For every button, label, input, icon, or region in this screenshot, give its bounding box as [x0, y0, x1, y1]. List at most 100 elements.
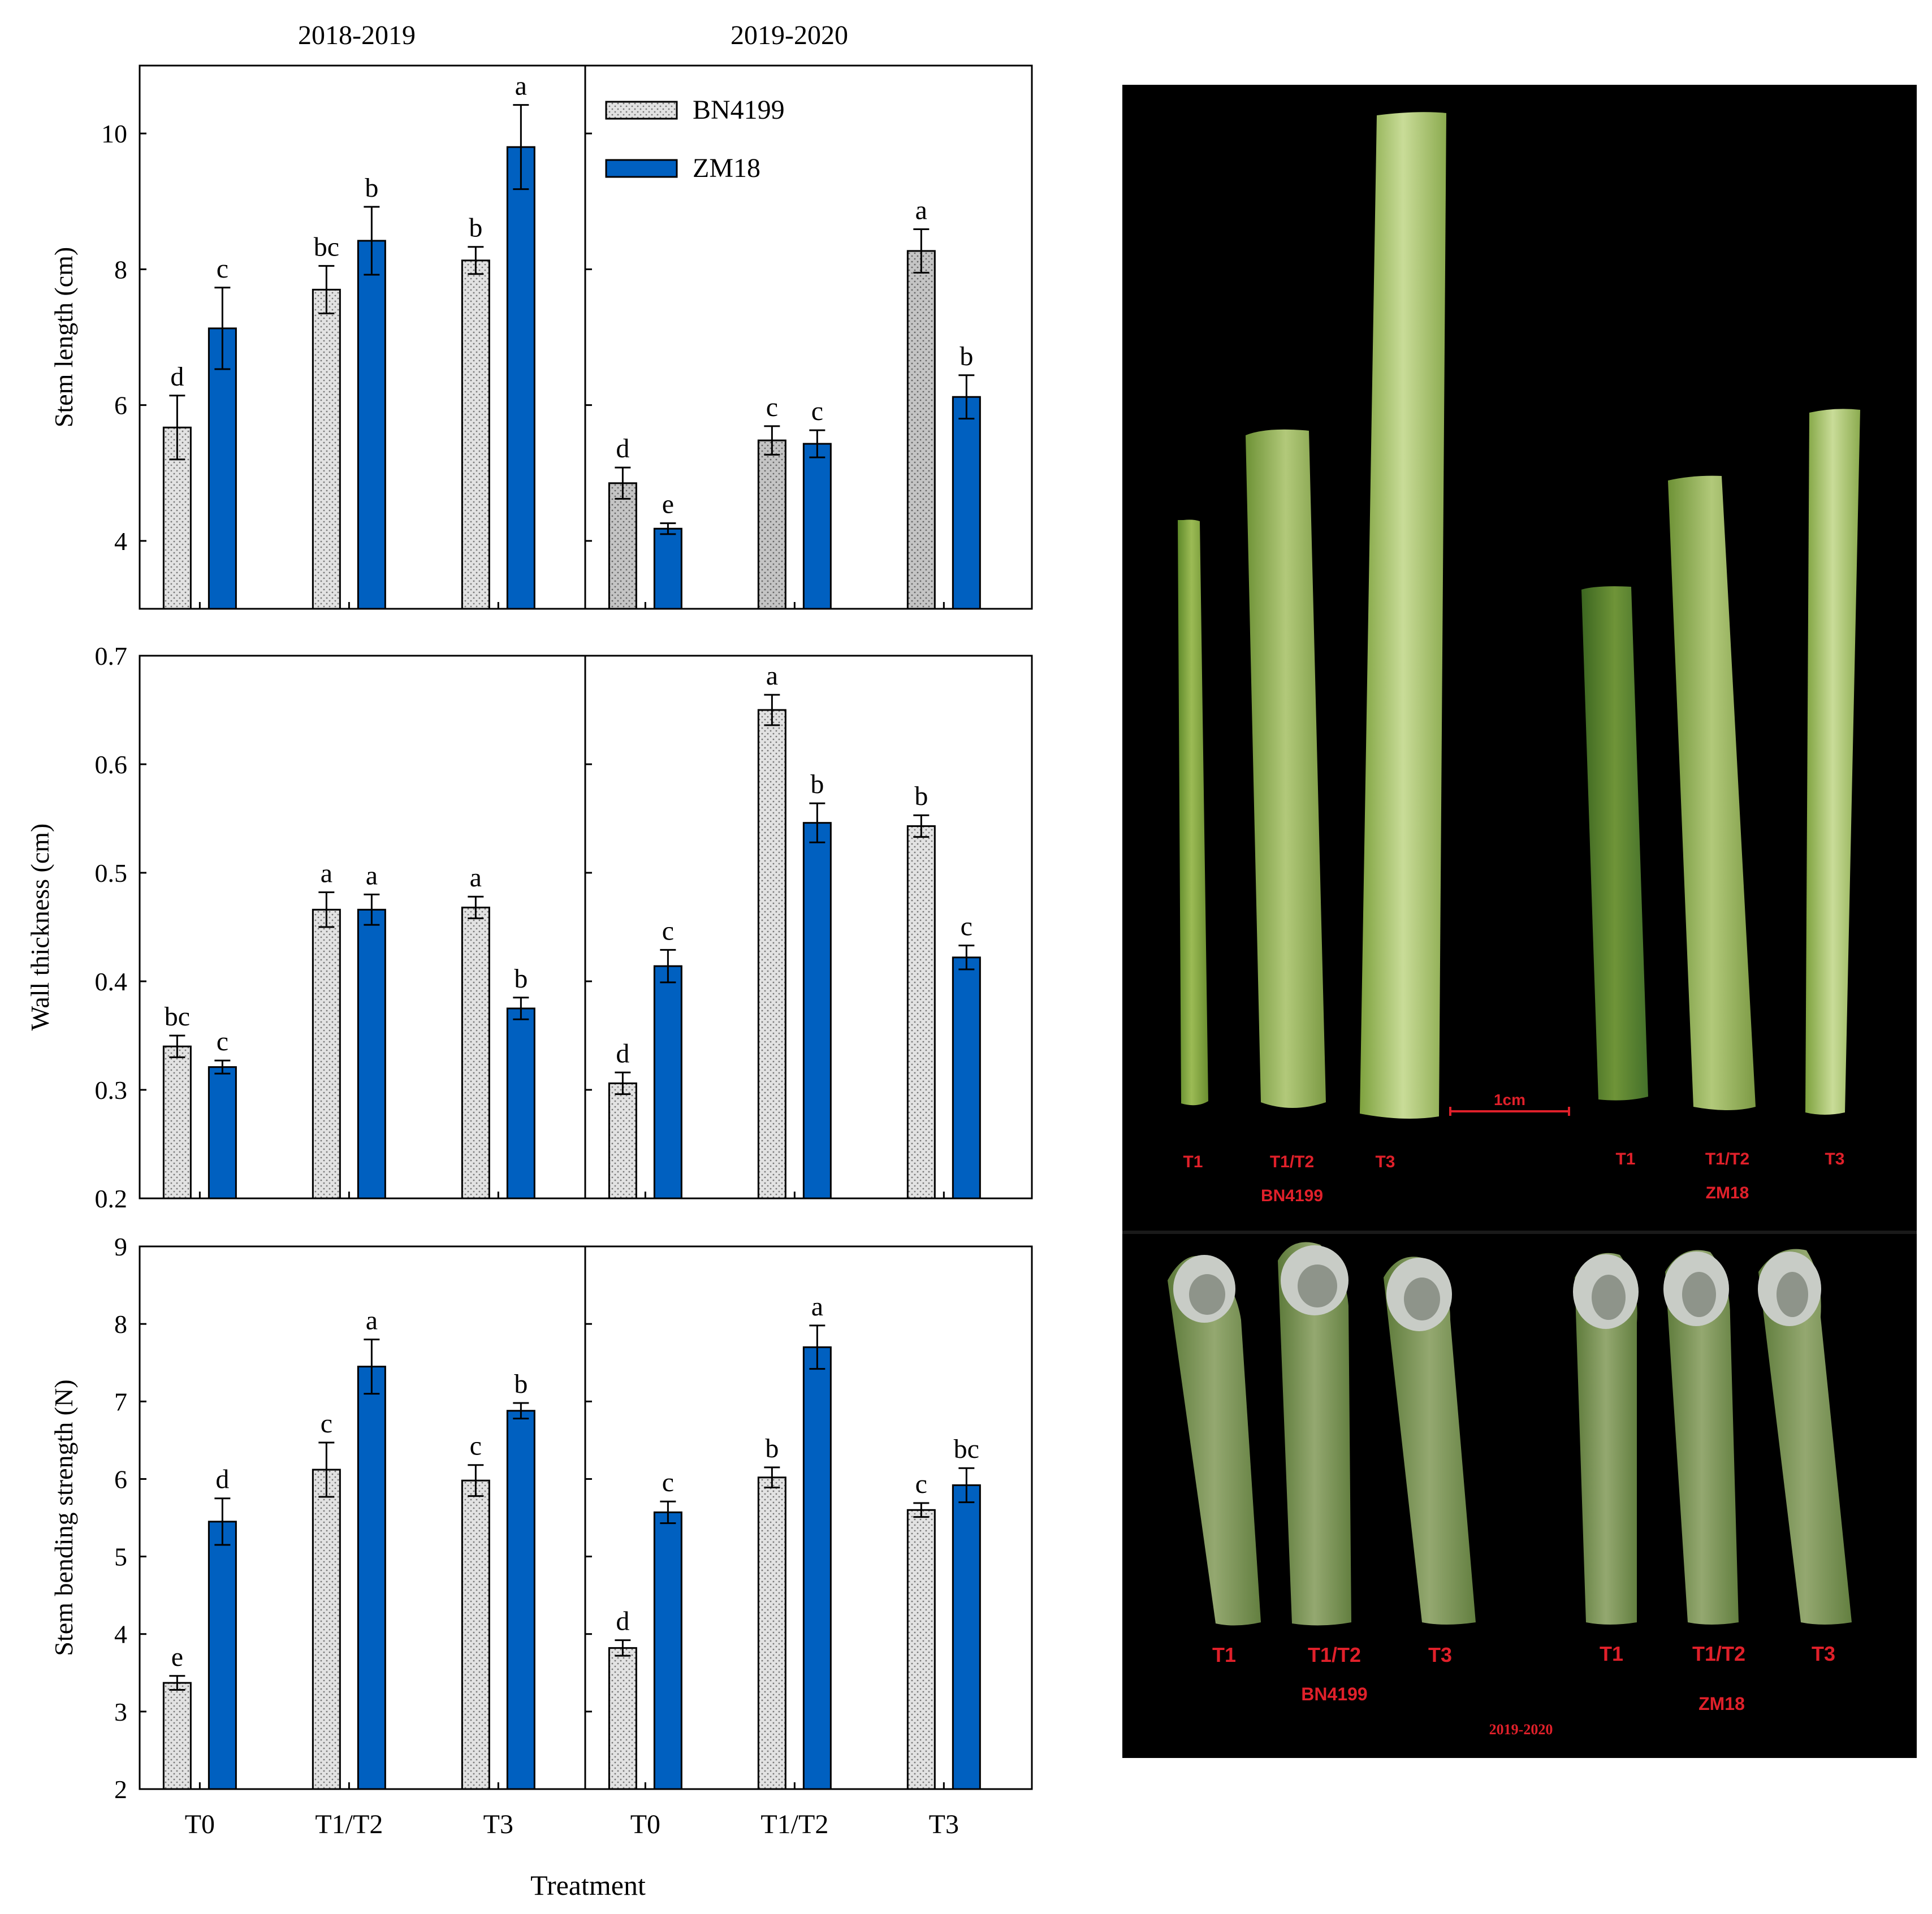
- bar-ZM18-2-0-2: [506, 1410, 535, 1790]
- x-tick-label-1-2: T3: [929, 1809, 959, 1839]
- significance-letter-ZM18-0-0-2: a: [515, 71, 527, 101]
- photo-top-variety-zm18: ZM18: [1706, 1184, 1749, 1202]
- bar-ZM18-2-1-2: [952, 1484, 981, 1790]
- section-bn4199-t1: [1168, 1255, 1261, 1626]
- stem-photo-panel: 1cm T1 T1/T2 T3 BN4199 T1 T1/T2 T3 ZM18: [1122, 85, 1917, 1758]
- bar-BN4199-1-0-2: [461, 906, 490, 1200]
- photo-bottom-label-zm18-t1: T1: [1600, 1642, 1623, 1665]
- photo-bottom-variety-zm18: ZM18: [1698, 1694, 1745, 1714]
- photo-bottom-label-bn4199-t1: T1: [1212, 1643, 1236, 1666]
- x-tick-label-1-1: T1/T2: [760, 1809, 828, 1839]
- bar-ZM18-1-1-1: [802, 822, 832, 1200]
- bar-ZM18-1-0-1: [357, 908, 386, 1200]
- legend-label-zm18: ZM18: [693, 153, 760, 183]
- significance-letter-BN4199-0-1-1: c: [766, 392, 778, 422]
- stem-zm18-t3: [1805, 409, 1860, 1115]
- section-zm18-t1: [1573, 1253, 1639, 1625]
- significance-letter-BN4199-0-0-2: b: [469, 213, 482, 243]
- section-zm18-t1t2: [1663, 1250, 1739, 1625]
- significance-letter-ZM18-0-1-0: e: [662, 490, 674, 519]
- bar-ZM18-1-0-0: [208, 1066, 237, 1200]
- y-tick-label-2-4: 6: [114, 1465, 127, 1493]
- season-title-2019: 2019-2020: [731, 20, 848, 50]
- photo-bottom-label-zm18-t3: T3: [1812, 1642, 1835, 1665]
- significance-letter-BN4199-0-0-1: bc: [314, 232, 339, 262]
- x-axis-title: Treatment: [530, 1869, 646, 1901]
- stem-bn4199-t1t2: [1246, 429, 1326, 1108]
- stem-bn4199-t1: [1178, 519, 1208, 1106]
- y-tick-label-2-3: 5: [114, 1543, 127, 1571]
- bar-BN4199-0-1-2: [906, 250, 936, 610]
- y-tick-label-1-4: 0.6: [95, 750, 128, 779]
- significance-letter-ZM18-2-0-1: a: [366, 1306, 378, 1336]
- bar-BN4199-2-0-2: [461, 1479, 490, 1790]
- bar-ZM18-0-0-2: [506, 146, 535, 610]
- y-tick-label-1-5: 0.7: [95, 642, 128, 670]
- significance-letter-BN4199-1-0-0: bc: [165, 1002, 190, 1032]
- significance-letter-ZM18-2-0-0: d: [215, 1465, 229, 1495]
- bar-BN4199-0-1-0: [608, 482, 637, 610]
- stem-zm18-t1: [1581, 586, 1648, 1101]
- bar-BN4199-1-1-2: [906, 825, 936, 1200]
- bar-BN4199-0-0-2: [461, 259, 490, 610]
- bar-ZM18-0-1-1: [802, 443, 832, 610]
- bar-BN4199-2-1-0: [608, 1647, 637, 1790]
- y-axis-title-2: Stem bending strength (N): [49, 1379, 78, 1656]
- significance-letter-BN4199-0-1-2: a: [915, 196, 927, 226]
- significance-letter-BN4199-1-1-2: b: [914, 781, 928, 811]
- bar-ZM18-2-0-0: [208, 1521, 237, 1790]
- section-bn4199-t3: [1384, 1257, 1476, 1625]
- legend-label-bn4199: BN4199: [693, 95, 785, 125]
- x-tick-label-0-1: T1/T2: [315, 1809, 383, 1839]
- bar-ZM18-0-0-0: [208, 327, 237, 610]
- stem-length-photo: 1cm T1 T1/T2 T3 BN4199 T1 T1/T2 T3 ZM18: [1178, 112, 1860, 1205]
- significance-letter-ZM18-2-1-0: c: [662, 1467, 674, 1497]
- photo-top-label-zm18-t1t2: T1/T2: [1705, 1150, 1749, 1168]
- significance-letter-BN4199-2-1-2: c: [915, 1469, 927, 1499]
- photo-top-label-bn4199-t3: T3: [1375, 1153, 1395, 1171]
- x-tick-label-1-0: T0: [630, 1809, 660, 1839]
- bar-ZM18-1-1-0: [653, 965, 682, 1200]
- y-tick-label-2-6: 8: [114, 1310, 127, 1339]
- bar-ZM18-1-0-2: [506, 1007, 535, 1200]
- significance-letter-BN4199-2-1-1: b: [765, 1434, 779, 1463]
- season-title-2018: 2018-2019: [298, 20, 416, 50]
- photo-bottom-variety-bn4199: BN4199: [1301, 1684, 1367, 1704]
- y-tick-label-2-1: 3: [114, 1698, 127, 1726]
- significance-letter-ZM18-2-1-1: a: [811, 1292, 823, 1322]
- y-tick-label-1-0: 0.2: [95, 1184, 128, 1213]
- significance-letter-BN4199-2-0-0: e: [171, 1642, 183, 1672]
- significance-letter-BN4199-2-1-0: d: [616, 1606, 629, 1636]
- bar-ZM18-2-0-1: [357, 1366, 386, 1790]
- significance-letter-BN4199-0-0-0: d: [170, 362, 184, 392]
- y-tick-label-1-1: 0.3: [95, 1076, 128, 1105]
- x-tick-label-0-2: T3: [483, 1809, 513, 1839]
- y-tick-label-2-0: 2: [114, 1775, 127, 1804]
- y-axis-title-0: Stem length (cm): [49, 247, 78, 427]
- photo-top-label-bn4199-t1: T1: [1183, 1153, 1203, 1171]
- scale-bar-label: 1cm: [1494, 1091, 1525, 1108]
- significance-letter-ZM18-1-0-1: a: [366, 860, 378, 890]
- bar-ZM18-0-0-1: [357, 240, 386, 610]
- photo-bottom-label-bn4199-t1t2: T1/T2: [1308, 1643, 1361, 1666]
- bar-BN4199-1-0-1: [312, 908, 341, 1200]
- bar-ZM18-1-1-2: [952, 956, 981, 1200]
- bar-BN4199-1-0-0: [162, 1045, 192, 1200]
- legend-swatch-bn4199: [605, 101, 678, 120]
- photo-top-variety-bn4199: BN4199: [1261, 1186, 1323, 1205]
- bar-BN4199-0-0-1: [312, 288, 341, 610]
- bar-BN4199-2-1-1: [757, 1476, 786, 1790]
- section-bn4199-t1t2: [1278, 1242, 1351, 1626]
- stem-zm18-t1t2: [1668, 475, 1756, 1110]
- significance-letter-ZM18-2-1-2: bc: [954, 1434, 979, 1464]
- bar-BN4199-0-1-1: [757, 439, 786, 610]
- significance-letter-BN4199-1-1-1: a: [766, 661, 778, 691]
- bar-BN4199-1-1-1: [757, 709, 786, 1200]
- significance-letter-ZM18-0-0-0: c: [217, 254, 228, 284]
- significance-letter-ZM18-2-0-2: b: [514, 1369, 528, 1399]
- significance-letter-ZM18-1-1-1: b: [810, 769, 824, 799]
- x-tick-label-0-0: T0: [185, 1809, 215, 1839]
- y-tick-label-2-5: 7: [114, 1387, 127, 1416]
- bar-ZM18-0-1-2: [952, 396, 981, 610]
